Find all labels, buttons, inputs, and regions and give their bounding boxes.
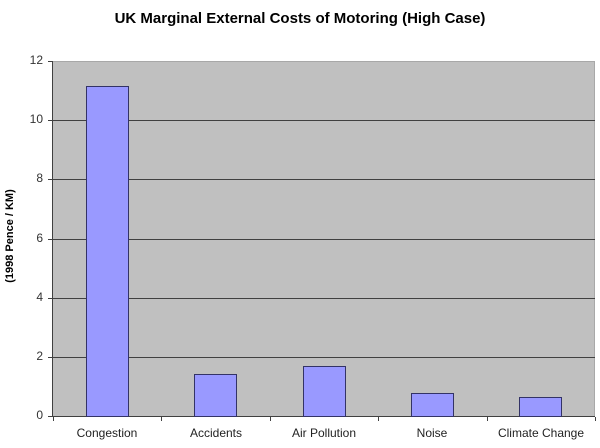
bar-noise [411, 393, 454, 417]
x-tick [161, 417, 162, 421]
bar-air-pollution [303, 366, 346, 417]
y-tick-label: 10 [29, 112, 43, 126]
y-tick [48, 239, 53, 240]
y-tick [48, 416, 53, 417]
x-tick [595, 417, 596, 421]
y-tick-label: 0 [36, 408, 43, 422]
x-tick-label: Climate Change [497, 426, 585, 440]
gridline [53, 298, 595, 299]
gridline [53, 239, 595, 240]
bar-climate-change [519, 397, 562, 417]
y-tick-label: 12 [29, 53, 43, 67]
x-tick [270, 417, 271, 421]
y-tick-label: 4 [36, 290, 43, 304]
y-tick [48, 120, 53, 121]
x-tick [487, 417, 488, 421]
x-tick-label: Noise [416, 426, 448, 440]
bar-accidents [194, 374, 237, 417]
gridline [53, 120, 595, 121]
y-tick [48, 179, 53, 180]
x-tick [378, 417, 379, 421]
y-tick-label: 2 [36, 349, 43, 363]
chart-title: UK Marginal External Costs of Motoring (… [114, 10, 486, 27]
y-tick [48, 298, 53, 299]
gridline [53, 179, 595, 180]
x-tick [53, 417, 54, 421]
y-tick-label: 6 [36, 231, 43, 245]
y-tick [48, 357, 53, 358]
x-tick-label: Accidents [189, 426, 243, 440]
y-tick-label: 8 [36, 171, 43, 185]
y-tick [48, 61, 53, 62]
y-axis [52, 61, 53, 417]
x-tick-label: Congestion [76, 426, 138, 440]
bar-congestion [86, 86, 129, 417]
x-tick-label: Air Pollution [291, 426, 357, 440]
gridline [53, 357, 595, 358]
